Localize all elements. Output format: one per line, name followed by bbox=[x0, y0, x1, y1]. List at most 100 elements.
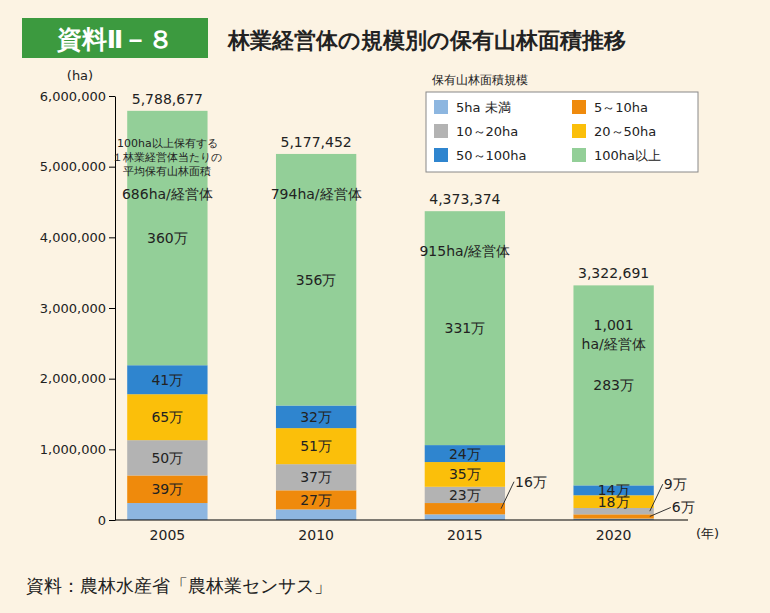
chart: 資料Ⅱ－８ 林業経営体の規模別の保有山林面積推移 0 1,000,000 2,000,0… bbox=[0, 0, 770, 613]
legend-swatch bbox=[572, 148, 586, 162]
x-tick-label: 2005 bbox=[150, 527, 186, 543]
bar-segment bbox=[127, 475, 207, 503]
y-tick-label: 3,000,000 bbox=[40, 301, 106, 316]
x-tick-label: 2015 bbox=[447, 527, 483, 543]
y-axis: 0 1,000,000 2,000,000 3,000,000 4,000,000 5,0… bbox=[40, 89, 116, 528]
data-label: 35万 bbox=[449, 466, 481, 482]
bar-segment bbox=[425, 514, 505, 520]
bar-segment bbox=[276, 490, 356, 509]
total-label: 3,322,691 bbox=[578, 265, 649, 281]
avg-area-label: 794ha/経営体 bbox=[271, 186, 362, 202]
bar-segment bbox=[127, 365, 207, 394]
bar-segment bbox=[425, 503, 505, 514]
y-tick-mark bbox=[109, 520, 115, 521]
y-tick-mark bbox=[109, 449, 115, 450]
y-tick-mark bbox=[109, 237, 115, 238]
y-tick-label: 0 bbox=[98, 513, 106, 528]
total-label: 4,373,374 bbox=[429, 191, 500, 207]
y-tick-label: 6,000,000 bbox=[40, 89, 106, 104]
bar-segment bbox=[276, 428, 356, 464]
avg-area-label: 915ha/経営体 bbox=[419, 243, 510, 259]
data-label: 23万 bbox=[449, 487, 481, 503]
x-axis-line bbox=[115, 520, 688, 521]
labels: 39万50万65万41万360万27万37万51万32万356万23万35万24… bbox=[112, 91, 694, 517]
avg-area-label: 1,001 bbox=[594, 317, 634, 333]
data-label: 51万 bbox=[300, 438, 332, 454]
data-label: 41万 bbox=[151, 372, 183, 388]
source: 資料：農林水産省「農林業センサス」 bbox=[26, 575, 332, 596]
avg-note: 100ha以上保有する bbox=[117, 137, 218, 150]
legend: 保有山林面積規模 5ha 未満 5～10ha 10～20ha 20～50ha 50～100… bbox=[426, 73, 698, 172]
data-label: 331万 bbox=[445, 320, 486, 336]
y-tick: 1,000,000 bbox=[40, 442, 115, 457]
avg-note: １林業経営体当たりの bbox=[112, 151, 222, 164]
y-tick: 5,000,000 bbox=[40, 159, 115, 174]
legend-label: 20～50ha bbox=[594, 124, 656, 139]
leader-line bbox=[650, 507, 671, 516]
data-label: 9万 bbox=[664, 476, 687, 492]
data-label: 37万 bbox=[300, 469, 332, 485]
legend-title: 保有山林面積規模 bbox=[432, 73, 528, 87]
y-tick-label: 2,000,000 bbox=[40, 371, 106, 386]
bar-segment bbox=[276, 406, 356, 429]
legend-label: 10～20ha bbox=[456, 124, 518, 139]
legend-label: 5ha 未満 bbox=[456, 100, 511, 115]
total-label: 5,788,677 bbox=[132, 91, 203, 107]
data-label: 14万 bbox=[598, 482, 630, 498]
y-tick: 2,000,000 bbox=[40, 371, 115, 386]
legend-swatch bbox=[572, 124, 586, 138]
y-tick: 6,000,000 bbox=[40, 89, 115, 104]
data-label: 356万 bbox=[296, 272, 337, 288]
y-tick-label: 5,000,000 bbox=[40, 159, 106, 174]
background bbox=[0, 0, 770, 613]
bar-segment bbox=[127, 440, 207, 475]
x-tick-label: 2010 bbox=[298, 527, 334, 543]
x-tick-label: 2020 bbox=[596, 527, 632, 543]
bar-segment bbox=[127, 394, 207, 440]
legend-swatch bbox=[434, 124, 448, 138]
y-tick-mark bbox=[109, 308, 115, 309]
bar-segment bbox=[425, 462, 505, 487]
bar-segment bbox=[276, 464, 356, 490]
x-axis: 2005 2010 2015 2020 bbox=[115, 520, 688, 543]
data-label: 24万 bbox=[449, 446, 481, 462]
bar-segment bbox=[276, 509, 356, 520]
legend-swatch bbox=[572, 100, 586, 114]
legend-box bbox=[426, 92, 698, 172]
title: 林業経営体の規模別の保有山林面積推移 bbox=[227, 28, 626, 53]
data-label: 50万 bbox=[151, 450, 183, 466]
data-label: 39万 bbox=[151, 481, 183, 497]
y-tick: 4,000,000 bbox=[40, 230, 115, 245]
badge: 資料Ⅱ－８ bbox=[56, 25, 173, 54]
x-tick: 2005 bbox=[150, 527, 186, 543]
legend-label: 50～100ha bbox=[456, 148, 527, 163]
data-label: 27万 bbox=[300, 492, 332, 508]
legend-swatch bbox=[434, 100, 448, 114]
total-label: 5,177,452 bbox=[280, 134, 351, 150]
data-label: 16万 bbox=[515, 474, 547, 490]
legend-label: 100ha以上 bbox=[594, 148, 661, 163]
y-tick-label: 4,000,000 bbox=[40, 230, 106, 245]
avg-area-label: ha/経営体 bbox=[582, 336, 646, 352]
avg-note: 平均保有山林面積 bbox=[123, 165, 211, 178]
legend-label: 5～10ha bbox=[594, 100, 648, 115]
data-label: 6万 bbox=[672, 499, 695, 515]
leader-line bbox=[650, 484, 663, 511]
y-axis-title: (ha) bbox=[67, 68, 93, 83]
bar-segment bbox=[573, 285, 653, 485]
y-tick-mark bbox=[109, 167, 115, 168]
y-tick-label: 1,000,000 bbox=[40, 442, 106, 457]
bar-segment bbox=[573, 514, 653, 518]
y-tick: 0 bbox=[98, 513, 115, 528]
legend-swatch bbox=[434, 148, 448, 162]
badge-box bbox=[22, 18, 208, 58]
x-tick: 2015 bbox=[447, 527, 483, 543]
data-label: 32万 bbox=[300, 409, 332, 425]
data-label: 360万 bbox=[147, 230, 188, 246]
data-label: 283万 bbox=[593, 377, 634, 393]
x-tick: 2020 bbox=[596, 527, 632, 543]
y-tick-mark bbox=[109, 96, 115, 97]
avg-area-label: 686ha/経営体 bbox=[122, 186, 213, 202]
bar-segment bbox=[425, 487, 505, 503]
bar-segment bbox=[127, 503, 207, 520]
